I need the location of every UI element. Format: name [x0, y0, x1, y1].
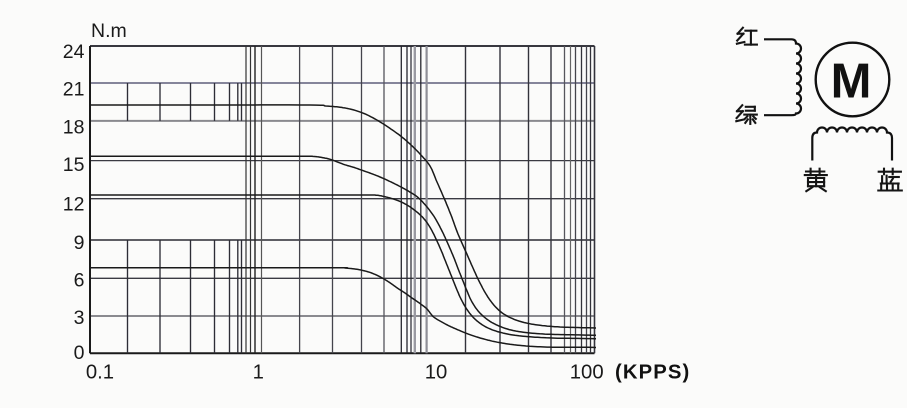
svg-text:0.1: 0.1 [86, 361, 114, 383]
svg-text:15: 15 [63, 154, 85, 176]
svg-text:12: 12 [63, 194, 85, 216]
svg-text:18: 18 [63, 116, 85, 138]
svg-text:24: 24 [63, 41, 85, 63]
svg-text:10: 10 [425, 361, 448, 383]
svg-text:9: 9 [74, 232, 85, 254]
svg-text:1: 1 [253, 361, 264, 383]
svg-text:6: 6 [74, 270, 85, 292]
svg-text:N.m: N.m [91, 20, 127, 42]
svg-text:M: M [831, 55, 872, 109]
svg-text:3: 3 [74, 307, 85, 329]
svg-text:(KPPS): (KPPS) [615, 361, 690, 383]
svg-text:100: 100 [570, 361, 604, 383]
svg-text:0: 0 [74, 342, 85, 364]
svg-text:21: 21 [63, 79, 85, 101]
